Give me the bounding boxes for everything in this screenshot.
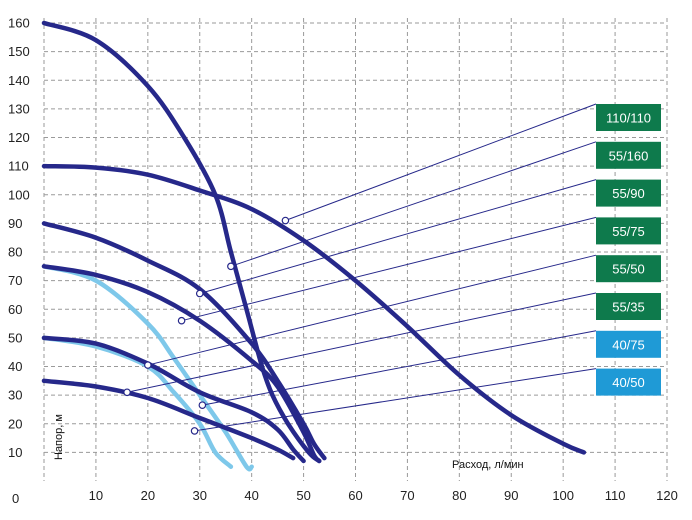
y-tick-label: 100 — [8, 187, 30, 202]
x-tick-label: 120 — [656, 488, 678, 503]
legend-label-55-75: 55/75 — [612, 224, 645, 239]
marker-55-75 — [177, 316, 186, 325]
y-tick-label: 160 — [8, 16, 30, 31]
series-curve-55-90 — [41, 221, 327, 461]
y-tick-label: 40 — [8, 359, 22, 374]
series-curve-40-75 — [41, 264, 254, 472]
legend-label-110-110: 110/110 — [606, 111, 651, 126]
y-tick-label: 30 — [8, 388, 22, 403]
legend-label-55-90: 55/90 — [612, 186, 645, 201]
marker-55-50 — [144, 361, 152, 369]
x-axis-ticks: 10 20 30 40 50 60 70 80 90 100 110 120 — [89, 488, 678, 503]
y-tick-label: 60 — [8, 302, 22, 317]
leader-line-40-75 — [202, 330, 597, 406]
y-tick-label: 110 — [8, 159, 29, 174]
leader-line-110-110 — [285, 103, 597, 221]
legend-box-55-90 — [596, 179, 661, 207]
x-tick-label: 100 — [552, 488, 574, 503]
y-tick-label: 130 — [8, 101, 30, 116]
y-tick-label: 140 — [8, 73, 30, 88]
marker-55-90 — [195, 289, 204, 298]
x-tick-label: 70 — [400, 488, 414, 503]
y-tick-label: 50 — [8, 330, 22, 345]
legend-label-40-50: 40/50 — [612, 375, 645, 390]
x-axis-label: Расход, л/мин — [452, 459, 524, 471]
legend-box-40-75 — [596, 330, 661, 358]
y-tick-label: 80 — [8, 245, 22, 260]
x-tick-label: 50 — [296, 488, 310, 503]
leader-line-40-50 — [194, 368, 597, 432]
grid — [43, 18, 668, 481]
x-tick-label: 60 — [348, 488, 362, 503]
x-tick-label: 90 — [504, 488, 518, 503]
series-curve-40-50 — [41, 335, 234, 469]
legend-leader-lines — [123, 103, 597, 435]
legend-label-40-75: 40/75 — [612, 337, 645, 352]
legend-box-40-50 — [596, 368, 661, 396]
legend-label-55-50: 55/50 — [612, 262, 645, 277]
legend-box-55-75 — [596, 217, 661, 245]
y-tick-label: 0 — [12, 491, 19, 506]
x-tick-label: 30 — [193, 488, 207, 503]
legend-box-55-50 — [596, 255, 661, 283]
y-axis-label: Напор, м — [53, 414, 65, 460]
leader-line-55-35 — [126, 292, 597, 393]
marker-40-75 — [198, 401, 207, 409]
x-tick-label: 20 — [141, 488, 155, 503]
series-curves — [41, 20, 587, 472]
marker-55-160 — [227, 262, 235, 271]
y-tick-label: 150 — [8, 44, 30, 59]
legend: 110/110 55/160 55/90 55/75 55/50 55/35 40/75 40… — [596, 104, 661, 396]
legend-label-55-35: 55/35 — [612, 300, 645, 315]
leader-line-55-75 — [181, 216, 597, 322]
y-tick-label: 90 — [8, 216, 22, 231]
marker-55-35 — [123, 388, 131, 397]
x-tick-label: 110 — [605, 488, 626, 503]
series-curve-55-50 — [41, 335, 306, 464]
legend-box-55-35 — [596, 293, 661, 320]
series-curve-55-35 — [41, 378, 296, 461]
leader-line-55-90 — [199, 179, 597, 294]
marker-40-50 — [190, 427, 199, 435]
y-tick-label: 70 — [8, 273, 22, 288]
x-tick-label: 80 — [452, 488, 466, 503]
legend-box-55-160 — [596, 141, 661, 169]
series-curve-55-160 — [41, 20, 322, 464]
marker-110-110 — [281, 216, 290, 225]
legend-box-110-110 — [596, 104, 661, 131]
series-curve-55-75 — [41, 264, 322, 464]
legend-label-55-160: 55/160 — [609, 148, 649, 163]
leader-line-55-160 — [230, 141, 597, 267]
y-tick-label: 10 — [8, 445, 22, 460]
x-tick-label: 40 — [244, 488, 258, 503]
series-curve-110-110 — [41, 163, 587, 455]
y-tick-label: 120 — [8, 130, 30, 145]
y-axis-ticks: 10 20 30 40 50 60 70 80 90 100 110 120 130 140 150 160 0 — [8, 16, 30, 507]
leader-line-55-50 — [147, 254, 597, 366]
y-tick-label: 20 — [8, 416, 22, 431]
x-tick-label: 10 — [89, 488, 103, 503]
